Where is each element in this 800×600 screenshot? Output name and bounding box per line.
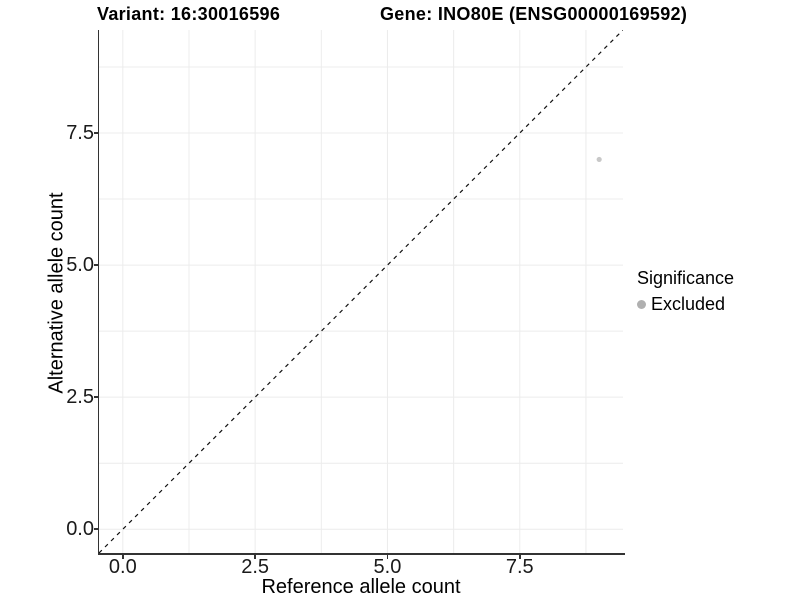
- x-tick-label: 0.0: [108, 556, 137, 578]
- y-axis-title: Alternative allele count: [45, 192, 68, 394]
- x-tick-label: 5.0: [373, 556, 402, 578]
- y-tick-mark: [93, 264, 98, 266]
- x-tick-mark: [254, 554, 256, 559]
- gene-title: Gene: INO80E (ENSG00000169592): [380, 4, 688, 24]
- x-tick-mark: [386, 554, 389, 559]
- legend-key-dot: [637, 300, 646, 309]
- legend-title: Significance: [637, 268, 735, 288]
- plot-panel: [99, 30, 623, 553]
- x-axis-title: Reference allele count: [261, 576, 461, 598]
- y-tick-label: 7.5: [66, 122, 94, 144]
- legend: Significance Excluded: [637, 268, 734, 315]
- y-tick-label: 2.5: [66, 386, 94, 409]
- x-tick-label: 7.5: [505, 556, 534, 578]
- chart-canvas: [99, 30, 623, 553]
- legend-entry: Excluded: [637, 294, 734, 315]
- y-tick-mark: [93, 528, 98, 530]
- variant-title: Variant: 16:30016596: [97, 4, 281, 24]
- x-axis-line: [97, 553, 625, 555]
- y-axis-line: [97, 30, 99, 555]
- x-tick-mark: [519, 554, 521, 559]
- y-tick-mark: [93, 396, 98, 398]
- x-tick-label: 2.5: [241, 556, 270, 578]
- y-tick-label: 0.0: [66, 518, 94, 541]
- y-tick-label: 5.0: [66, 254, 94, 277]
- legend-entry-label: Excluded: [651, 294, 726, 314]
- identity-line: [99, 30, 623, 553]
- data-point: [596, 156, 602, 163]
- y-tick-mark: [93, 132, 98, 134]
- x-tick-mark: [122, 554, 124, 559]
